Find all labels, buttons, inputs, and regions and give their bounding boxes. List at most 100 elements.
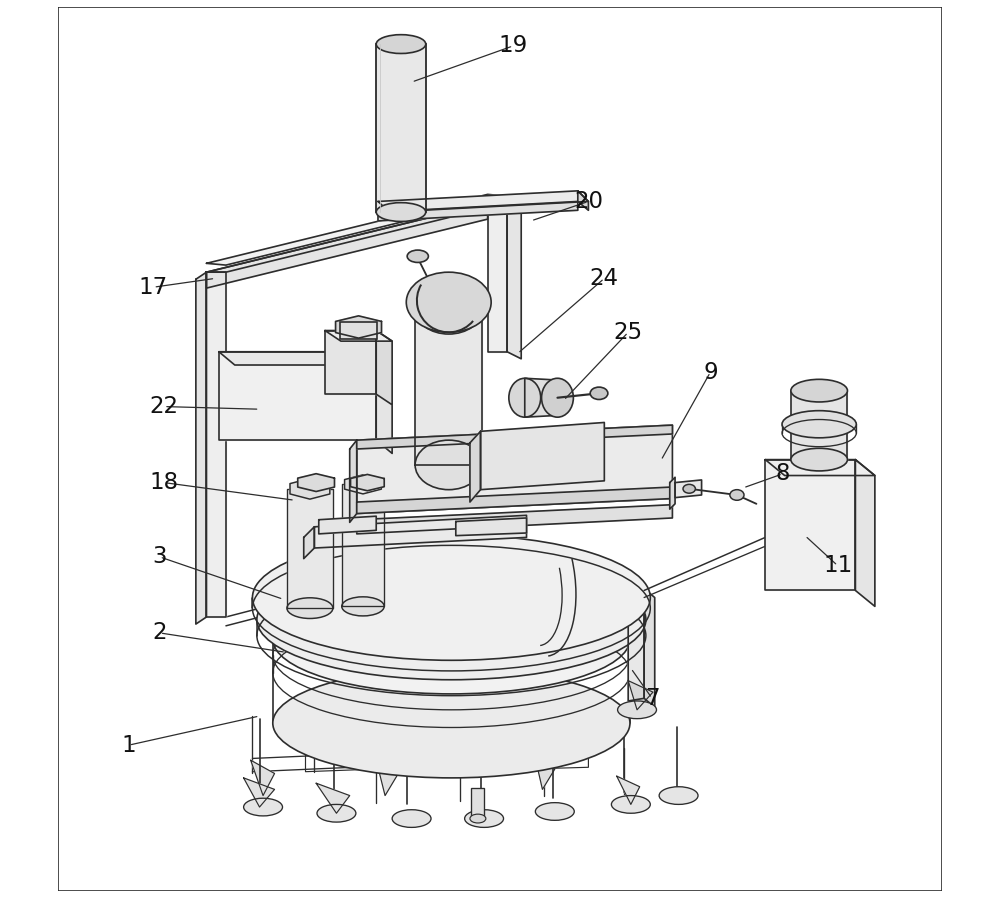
- Ellipse shape: [535, 803, 574, 821]
- Bar: [340, 321, 377, 339]
- Ellipse shape: [252, 534, 650, 660]
- Polygon shape: [855, 460, 875, 606]
- Polygon shape: [403, 743, 460, 769]
- Text: 19: 19: [499, 34, 528, 57]
- Ellipse shape: [683, 484, 695, 493]
- Text: 11: 11: [823, 554, 852, 577]
- Polygon shape: [196, 272, 206, 624]
- Polygon shape: [535, 759, 555, 789]
- Ellipse shape: [392, 810, 431, 827]
- Polygon shape: [507, 203, 521, 359]
- Polygon shape: [670, 478, 675, 509]
- Polygon shape: [325, 330, 376, 394]
- Polygon shape: [244, 778, 275, 807]
- Polygon shape: [319, 516, 376, 534]
- Polygon shape: [481, 422, 604, 489]
- Ellipse shape: [659, 787, 698, 805]
- Polygon shape: [357, 425, 672, 514]
- Polygon shape: [219, 352, 376, 440]
- Polygon shape: [287, 489, 333, 608]
- Polygon shape: [206, 203, 507, 272]
- Polygon shape: [791, 391, 847, 460]
- Ellipse shape: [509, 378, 541, 418]
- Polygon shape: [342, 484, 384, 606]
- Polygon shape: [357, 487, 672, 514]
- Text: 22: 22: [150, 395, 179, 418]
- Ellipse shape: [317, 805, 356, 822]
- Ellipse shape: [376, 203, 426, 222]
- Polygon shape: [675, 480, 702, 497]
- Polygon shape: [376, 352, 392, 453]
- Polygon shape: [336, 316, 382, 339]
- Ellipse shape: [465, 810, 504, 827]
- Text: 9: 9: [703, 361, 718, 383]
- Polygon shape: [378, 201, 578, 221]
- Ellipse shape: [618, 701, 656, 718]
- Polygon shape: [316, 783, 350, 814]
- Bar: [376, 44, 426, 212]
- Ellipse shape: [415, 285, 482, 334]
- Polygon shape: [357, 505, 672, 534]
- Polygon shape: [628, 589, 644, 701]
- Polygon shape: [219, 352, 392, 365]
- Ellipse shape: [730, 489, 744, 500]
- Text: 3: 3: [152, 545, 167, 568]
- Ellipse shape: [415, 440, 482, 489]
- Ellipse shape: [244, 798, 283, 816]
- Text: 8: 8: [776, 462, 790, 485]
- Polygon shape: [345, 475, 381, 494]
- Polygon shape: [251, 761, 275, 796]
- Polygon shape: [525, 378, 557, 418]
- Ellipse shape: [791, 379, 847, 402]
- Polygon shape: [314, 515, 527, 548]
- Polygon shape: [298, 473, 334, 491]
- Polygon shape: [376, 761, 398, 796]
- Polygon shape: [357, 425, 672, 449]
- Ellipse shape: [406, 272, 491, 332]
- Text: 7: 7: [645, 687, 659, 709]
- Polygon shape: [628, 681, 653, 709]
- Polygon shape: [290, 479, 330, 499]
- Text: 1: 1: [121, 734, 136, 757]
- Polygon shape: [644, 589, 655, 707]
- Polygon shape: [617, 776, 640, 805]
- Polygon shape: [372, 734, 693, 803]
- Polygon shape: [765, 460, 875, 476]
- Ellipse shape: [273, 668, 630, 778]
- Ellipse shape: [611, 796, 650, 814]
- Ellipse shape: [273, 585, 630, 694]
- Text: 20: 20: [574, 190, 603, 213]
- Bar: [471, 788, 484, 819]
- Polygon shape: [206, 194, 507, 265]
- Ellipse shape: [542, 378, 573, 418]
- Ellipse shape: [791, 448, 847, 471]
- Polygon shape: [376, 330, 392, 405]
- Polygon shape: [415, 309, 482, 465]
- Polygon shape: [527, 743, 588, 769]
- Polygon shape: [350, 440, 357, 523]
- Ellipse shape: [342, 597, 384, 616]
- Polygon shape: [206, 203, 488, 288]
- Text: 2: 2: [152, 621, 167, 645]
- Polygon shape: [230, 709, 372, 803]
- Ellipse shape: [407, 250, 428, 262]
- Polygon shape: [578, 191, 588, 210]
- Ellipse shape: [470, 814, 486, 823]
- Ellipse shape: [590, 387, 608, 400]
- Polygon shape: [304, 527, 314, 559]
- Polygon shape: [456, 518, 527, 535]
- Ellipse shape: [257, 559, 646, 680]
- Polygon shape: [351, 474, 384, 491]
- Text: 25: 25: [614, 321, 643, 344]
- Polygon shape: [470, 431, 481, 502]
- Polygon shape: [305, 745, 376, 771]
- Ellipse shape: [782, 410, 856, 438]
- Ellipse shape: [376, 35, 426, 54]
- Text: 24: 24: [590, 267, 619, 290]
- Polygon shape: [325, 330, 392, 341]
- Polygon shape: [488, 203, 507, 352]
- Text: 17: 17: [139, 276, 168, 299]
- Ellipse shape: [287, 598, 333, 619]
- Polygon shape: [206, 272, 226, 617]
- Polygon shape: [765, 460, 855, 591]
